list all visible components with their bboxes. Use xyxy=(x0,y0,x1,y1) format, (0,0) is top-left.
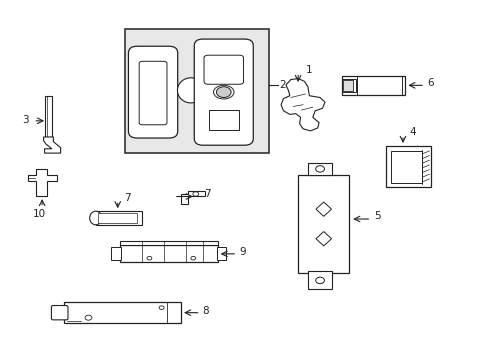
Bar xyxy=(216,247,226,260)
Bar xyxy=(64,302,181,323)
Text: 5: 5 xyxy=(373,211,380,221)
Bar xyxy=(298,175,348,273)
Bar xyxy=(341,79,355,92)
FancyBboxPatch shape xyxy=(51,306,68,320)
Bar xyxy=(390,150,421,183)
FancyBboxPatch shape xyxy=(203,55,243,84)
Circle shape xyxy=(216,87,231,98)
Bar xyxy=(343,80,352,91)
Text: 9: 9 xyxy=(239,247,245,257)
Text: 7: 7 xyxy=(124,193,130,203)
Circle shape xyxy=(190,256,195,260)
Polygon shape xyxy=(181,191,205,204)
Bar xyxy=(111,247,121,260)
Polygon shape xyxy=(315,202,331,216)
Text: 10: 10 xyxy=(32,209,45,219)
Text: 3: 3 xyxy=(21,115,28,125)
Polygon shape xyxy=(281,78,325,131)
FancyBboxPatch shape xyxy=(139,61,166,125)
Bar xyxy=(385,146,430,187)
Bar xyxy=(98,213,137,223)
Bar xyxy=(120,245,217,262)
Text: 4: 4 xyxy=(408,127,415,137)
Ellipse shape xyxy=(89,211,102,225)
Text: 6: 6 xyxy=(426,78,432,88)
FancyBboxPatch shape xyxy=(128,46,177,138)
Ellipse shape xyxy=(213,85,234,99)
Circle shape xyxy=(315,277,324,284)
Bar xyxy=(120,241,217,245)
Polygon shape xyxy=(27,169,57,196)
Circle shape xyxy=(315,166,324,172)
Text: 8: 8 xyxy=(202,306,209,315)
Bar xyxy=(341,76,405,95)
Text: 7: 7 xyxy=(204,189,211,199)
Text: 1: 1 xyxy=(305,65,311,75)
Bar xyxy=(208,110,238,130)
Bar xyxy=(307,163,331,175)
Bar xyxy=(125,30,268,153)
Circle shape xyxy=(192,192,198,196)
Bar xyxy=(307,271,331,289)
Bar xyxy=(96,211,142,225)
Ellipse shape xyxy=(177,78,204,103)
Polygon shape xyxy=(315,231,331,246)
Text: 2: 2 xyxy=(279,80,285,90)
Polygon shape xyxy=(43,137,61,153)
FancyBboxPatch shape xyxy=(194,39,253,145)
Circle shape xyxy=(85,315,92,320)
Bar xyxy=(44,96,52,137)
Circle shape xyxy=(159,306,163,310)
Circle shape xyxy=(147,256,152,260)
